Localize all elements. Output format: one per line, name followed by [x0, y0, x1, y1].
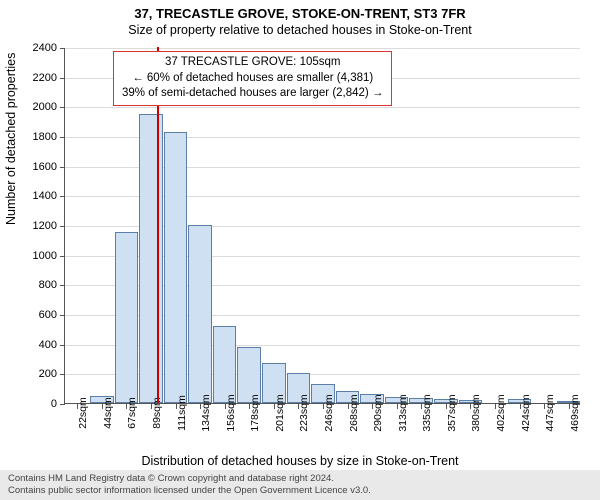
xtick-label: 469sqm: [569, 394, 581, 431]
ytick-mark: [60, 137, 65, 138]
ytick-mark: [60, 167, 65, 168]
legend-line-smaller: ← 60% of detached houses are smaller (4,…: [122, 71, 383, 87]
ytick-label: 0: [51, 398, 57, 410]
ytick-mark: [60, 107, 65, 108]
ytick-mark: [60, 196, 65, 197]
x-axis-label: Distribution of detached houses by size …: [0, 454, 600, 468]
histogram-bar: [213, 326, 237, 403]
xtick-label: 178sqm: [249, 394, 261, 431]
histogram-bar: [164, 132, 188, 403]
xtick-label: 402sqm: [495, 394, 507, 431]
gridline: [65, 107, 580, 108]
plot-area: 37 TRECASTLE GROVE: 105sqm ← 60% of deta…: [64, 48, 580, 404]
xtick-label: 134sqm: [200, 394, 212, 431]
ytick-label: 800: [39, 279, 57, 291]
xtick-label: 111sqm: [176, 395, 188, 431]
ytick-mark: [60, 315, 65, 316]
chart-title-sub: Size of property relative to detached ho…: [0, 23, 600, 37]
ytick-label: 2400: [33, 42, 57, 54]
legend-box: 37 TRECASTLE GROVE: 105sqm ← 60% of deta…: [113, 51, 392, 106]
chart-area: 37 TRECASTLE GROVE: 105sqm ← 60% of deta…: [64, 48, 580, 428]
ytick-label: 1400: [33, 190, 57, 202]
ytick-mark: [60, 256, 65, 257]
gridline: [65, 48, 580, 49]
xtick-label: 156sqm: [225, 394, 237, 431]
ytick-label: 200: [39, 368, 57, 380]
xtick-label: 313sqm: [397, 394, 409, 431]
footer-line-1: Contains HM Land Registry data © Crown c…: [8, 473, 592, 485]
chart-title-main: 37, TRECASTLE GROVE, STOKE-ON-TRENT, ST3…: [0, 0, 600, 21]
xtick-label: 357sqm: [446, 394, 458, 431]
legend-line-property: 37 TRECASTLE GROVE: 105sqm: [122, 55, 383, 71]
xtick-label: 223sqm: [298, 394, 310, 431]
ytick-label: 1800: [33, 131, 57, 143]
xtick-label: 424sqm: [520, 394, 532, 431]
histogram-bar: [188, 225, 212, 403]
ytick-label: 400: [39, 339, 57, 351]
xtick-label: 201sqm: [274, 394, 286, 431]
ytick-label: 1600: [33, 161, 57, 173]
footer-line-2: Contains public sector information licen…: [8, 485, 592, 497]
ytick-label: 2200: [33, 72, 57, 84]
xtick-label: 447sqm: [544, 394, 556, 431]
xtick-label: 335sqm: [421, 394, 433, 431]
histogram-bar: [139, 114, 163, 403]
legend-line-larger: 39% of semi-detached houses are larger (…: [122, 86, 383, 102]
xtick-label: 380sqm: [470, 394, 482, 431]
xtick-label: 268sqm: [348, 394, 360, 431]
ytick-mark: [60, 345, 65, 346]
ytick-label: 1000: [33, 250, 57, 262]
ytick-label: 1200: [33, 220, 57, 232]
y-axis-label: Number of detached properties: [4, 53, 18, 225]
ytick-label: 600: [39, 309, 57, 321]
xtick-label: 44sqm: [102, 397, 114, 429]
footer-attribution: Contains HM Land Registry data © Crown c…: [0, 470, 600, 500]
xtick-label: 22sqm: [77, 397, 89, 429]
xtick-label: 290sqm: [372, 394, 384, 431]
ytick-mark: [60, 404, 65, 405]
ytick-mark: [60, 48, 65, 49]
ytick-mark: [60, 285, 65, 286]
xtick-label: 246sqm: [323, 394, 335, 431]
ytick-mark: [60, 226, 65, 227]
ytick-mark: [60, 374, 65, 375]
ytick-label: 2000: [33, 101, 57, 113]
histogram-bar: [115, 232, 139, 403]
ytick-mark: [60, 78, 65, 79]
xtick-label: 67sqm: [126, 397, 138, 429]
